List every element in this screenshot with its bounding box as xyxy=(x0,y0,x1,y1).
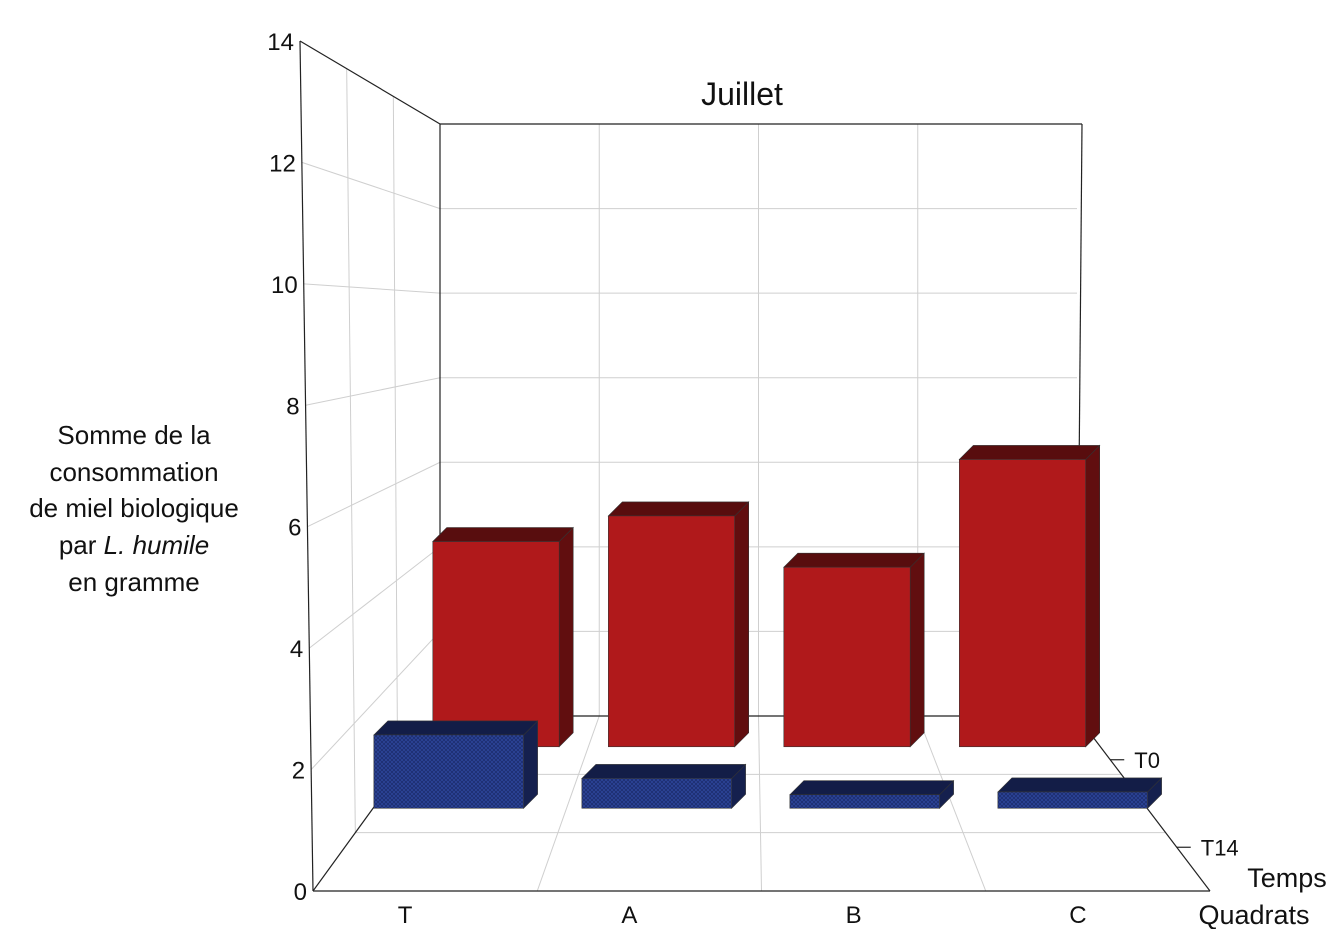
bar-side xyxy=(523,720,538,810)
bar-front xyxy=(997,791,1148,809)
bar-top xyxy=(997,777,1163,793)
x-axis-title: Quadrats xyxy=(1198,900,1309,929)
x-tick-label: B xyxy=(846,902,862,929)
y-axis-label-line-1: Somme de la xyxy=(57,420,211,450)
y-axis-label-line-2: consommation xyxy=(49,457,218,487)
y-axis-label-par: par xyxy=(59,530,104,560)
x-tick-label: C xyxy=(1069,902,1086,929)
bar-top xyxy=(783,552,925,568)
labels: 0 2 4 6 8 10 12 14 T A B C T0 T14 xyxy=(267,29,1238,929)
x-tick-label: A xyxy=(621,902,637,929)
bar-front xyxy=(789,794,940,809)
y-axis-label-line-4: par L. humile xyxy=(59,530,209,560)
z-axis-title: Temps xyxy=(1247,863,1327,893)
y-tick-label: 2 xyxy=(292,758,305,785)
bar-B-T0 xyxy=(783,552,925,748)
y-tick-label: 4 xyxy=(290,636,303,663)
y-axis-label-line-3: de miel biologique xyxy=(29,493,239,523)
y-axis-label-line-5: en gramme xyxy=(68,567,200,597)
bar-top xyxy=(607,501,750,517)
frame-edge xyxy=(299,40,314,892)
x-tick-label: T xyxy=(398,902,413,929)
bar-A-T0 xyxy=(607,501,750,748)
bars xyxy=(373,444,1163,810)
z-tick-label: T14 xyxy=(1201,835,1239,860)
bar-C-T14 xyxy=(997,777,1163,810)
bar-front xyxy=(783,566,911,748)
bar-side xyxy=(734,501,750,748)
y-axis-label-species: L. humile xyxy=(104,530,210,560)
y-tick-label: 0 xyxy=(294,879,307,906)
bar-C-T0 xyxy=(958,444,1101,748)
bar-front xyxy=(608,515,735,748)
frame-edge xyxy=(299,40,441,125)
bar-top xyxy=(789,780,955,796)
floor-gridline xyxy=(917,715,987,892)
gridline-depth xyxy=(346,68,356,833)
gridline-y xyxy=(305,377,1077,406)
y-axis-label: Somme de la consommation de miel biologi… xyxy=(29,420,239,597)
bar-front xyxy=(959,459,1086,748)
bar-top xyxy=(373,720,539,736)
gridline-y xyxy=(301,161,1077,210)
bar-top xyxy=(432,527,574,542)
chart-title: Juillet xyxy=(701,76,783,112)
bar-A-T14 xyxy=(581,763,747,810)
bar-front xyxy=(581,778,732,809)
gridline-depth xyxy=(392,96,399,775)
z-tick-label: T0 xyxy=(1134,748,1160,773)
bar-B-T14 xyxy=(789,779,955,810)
y-tick-label: 8 xyxy=(286,393,299,420)
bar-side xyxy=(1085,444,1100,748)
bar-T-T0 xyxy=(432,526,574,748)
bar-top xyxy=(581,764,747,779)
bar-side xyxy=(909,552,925,748)
floor-gridline xyxy=(536,715,600,892)
y-tick-label: 10 xyxy=(271,272,298,299)
bar-T-T14 xyxy=(373,720,539,810)
bar-top xyxy=(958,445,1101,460)
y-tick-label: 6 xyxy=(288,515,301,542)
y-tick-label: 14 xyxy=(267,29,294,56)
bar-front xyxy=(432,541,560,748)
bar-front xyxy=(373,734,524,809)
y-tick-label: 12 xyxy=(269,150,296,177)
floor-gridline xyxy=(758,715,762,892)
bar-side xyxy=(558,526,574,748)
gridline-y xyxy=(303,283,1077,294)
